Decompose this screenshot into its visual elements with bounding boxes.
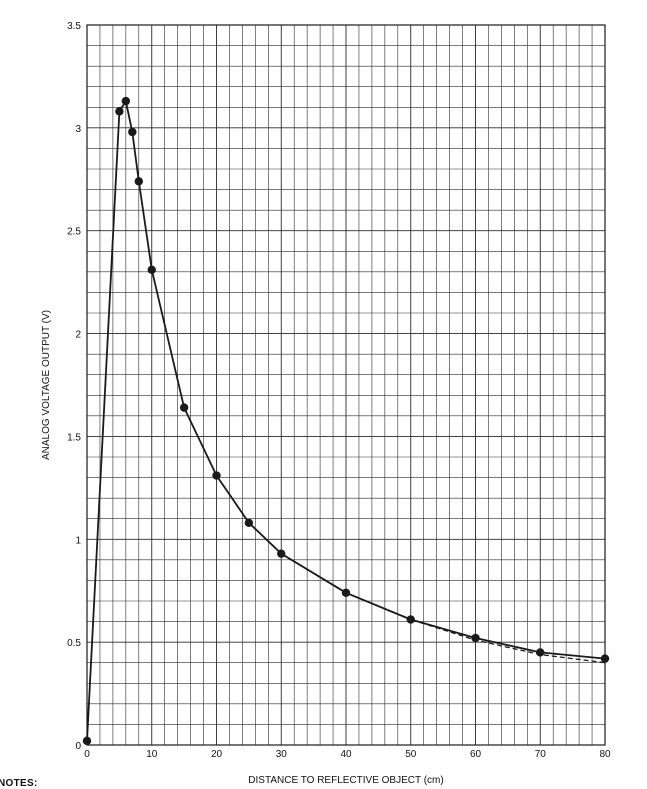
data-point: [134, 177, 143, 186]
y-tick-label: 2: [75, 330, 81, 341]
x-tick-label: 0: [84, 749, 90, 760]
y-tick-labels: 0 0.5 1 1.5 2 2.5 3 3.5: [67, 21, 81, 752]
data-point: [536, 648, 545, 657]
data-point: [406, 615, 415, 624]
data-point: [600, 654, 610, 663]
notes-label: NOTES:: [0, 778, 38, 789]
y-tick-label: 1.5: [67, 432, 81, 443]
data-point: [341, 588, 351, 597]
y-tick-label: 3.5: [67, 21, 81, 32]
data-point: [244, 518, 254, 528]
plot-frame: [86, 24, 606, 746]
y-tick-label: 2.5: [67, 227, 81, 238]
data-point: [212, 471, 221, 480]
x-tick-label: 70: [535, 749, 547, 760]
data-point: [147, 265, 156, 274]
data-point: [179, 403, 189, 412]
data-point: [277, 549, 286, 558]
data-point: [471, 633, 480, 643]
x-tick-labels: 0 10 20 30 40 50 60 70 80: [84, 749, 611, 760]
x-tick-label: 30: [276, 749, 288, 760]
data-point: [121, 96, 131, 106]
y-tick-label: 0: [75, 741, 81, 752]
x-tick-label: 40: [340, 749, 352, 760]
grid-lines: [86, 24, 606, 746]
series-layer: [82, 96, 610, 746]
y-tick-label: 1: [75, 535, 81, 546]
series-dashed-line: [345, 592, 606, 664]
y-tick-label: 3: [75, 124, 81, 135]
x-tick-label: 80: [599, 749, 611, 760]
x-tick-label: 50: [405, 749, 417, 760]
data-point: [115, 107, 124, 116]
x-tick-label: 60: [470, 749, 482, 760]
data-point: [128, 127, 137, 137]
x-axis-label: DISTANCE TO REFLECTIVE OBJECT (cm): [248, 775, 443, 786]
y-tick-label: 0.5: [67, 638, 81, 649]
x-tick-label: 20: [211, 749, 223, 760]
y-axis-label: ANALOG VOLTAGE OUTPUT (V): [41, 310, 52, 460]
data-point: [82, 736, 92, 746]
x-tick-label: 10: [146, 749, 158, 760]
